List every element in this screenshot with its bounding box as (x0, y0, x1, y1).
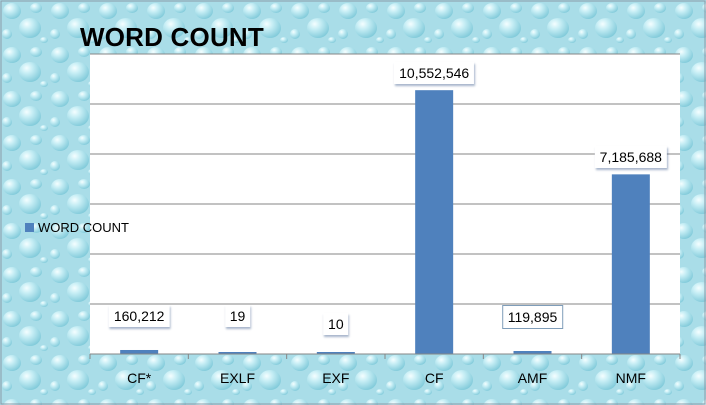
data-label[interactable]: 7,185,688 (594, 146, 667, 169)
bar[interactable] (120, 349, 159, 354)
x-tick-label: NMF (616, 370, 646, 386)
bar[interactable] (513, 351, 552, 354)
bar[interactable] (611, 174, 650, 354)
x-tick-label: EXF (322, 370, 349, 386)
legend-swatch (25, 223, 34, 233)
bar[interactable] (316, 352, 355, 354)
gridlines (90, 53, 680, 305)
data-label[interactable]: 10,552,546 (394, 62, 475, 85)
data-label[interactable]: 19 (224, 305, 251, 327)
data-label[interactable]: 119,895 (501, 305, 564, 329)
bar[interactable] (218, 352, 257, 354)
x-tick-label: CF (425, 370, 444, 386)
chart-title[interactable]: WORD COUNT (80, 22, 264, 52)
x-tick-label: AMF (518, 370, 548, 386)
bar[interactable] (415, 90, 454, 355)
x-tick-label: CF* (127, 370, 152, 386)
data-label[interactable]: 160,212 (108, 305, 170, 327)
data-label[interactable]: 10 (323, 313, 349, 335)
x-axis: CF* EXLF EXF CF AMF NMF (89, 353, 681, 386)
bars (120, 90, 650, 355)
legend-label: WORD COUNT (38, 220, 129, 235)
x-tick-label: EXLF (220, 370, 255, 386)
legend[interactable]: WORD COUNT (25, 220, 129, 235)
